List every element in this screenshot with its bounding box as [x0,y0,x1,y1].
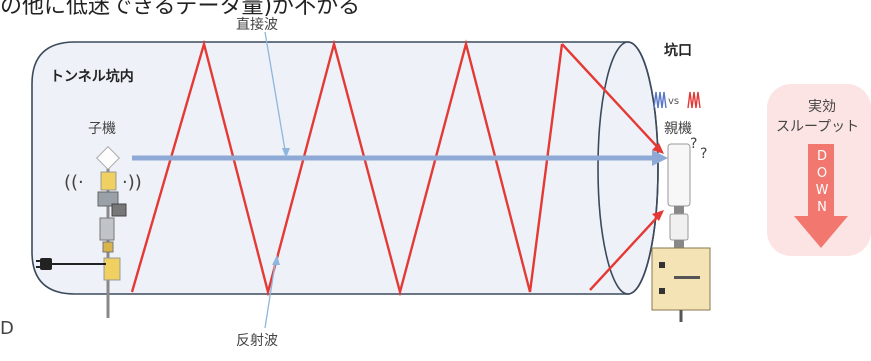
down-letters: D O W N [813,148,831,216]
slave-unit-label: 子機 [88,121,116,137]
down-letter: O [816,166,828,181]
top-caption: の他に低迷できるデータ量)が不かる [0,0,361,19]
reflected-wave-pointer [264,257,277,329]
question-mark-2: ? [700,146,708,162]
plug-icon [36,258,52,270]
down-letter: W [815,183,829,198]
reflected-wave-path [130,39,564,297]
reflected-wave-to-master-top [561,43,663,153]
left-fragment: D [0,318,14,339]
waveform-comparison-icon [653,91,701,109]
reflected-wave-to-master-bottom [589,211,663,291]
vs-label: vs [668,96,680,107]
tunnel-portal [597,41,659,295]
direct-wave-arrowhead [652,150,668,166]
slave-unit-radio [100,171,117,191]
tunnel-inside-label: トンネル坑内 [50,69,134,85]
direct-wave-pointer-head [282,148,290,158]
reflected-arrowhead-bottom [652,210,664,221]
throughput-label-line1: 実効 [808,99,836,115]
reflected-wave-pointer-head [272,255,280,265]
master-unit-label: 親機 [664,121,692,137]
throughput-label-line2: スループット [776,119,860,135]
down-letter: N [817,200,827,215]
wireless-signal-icon-right: ·)) [122,172,142,193]
slave-unit-antenna [95,145,121,171]
direct-wave-label: 直接波 [236,17,278,33]
down-letter: D [816,149,827,164]
tunnel-entrance-label: 坑口 [664,43,692,59]
master-unit-antenna [667,143,691,207]
slave-unit-apparatus [52,145,127,318]
direct-wave-pointer [264,31,287,157]
reflected-arrowhead-top [652,143,664,154]
wireless-signal-icon: ((· [64,172,84,193]
question-mark-1: ? [690,136,698,152]
reflected-wave-label: 反射波 [236,333,278,349]
slave-unit-power-box [103,257,121,281]
down-arrow-icon [794,144,848,248]
master-unit-apparatus [651,143,711,322]
